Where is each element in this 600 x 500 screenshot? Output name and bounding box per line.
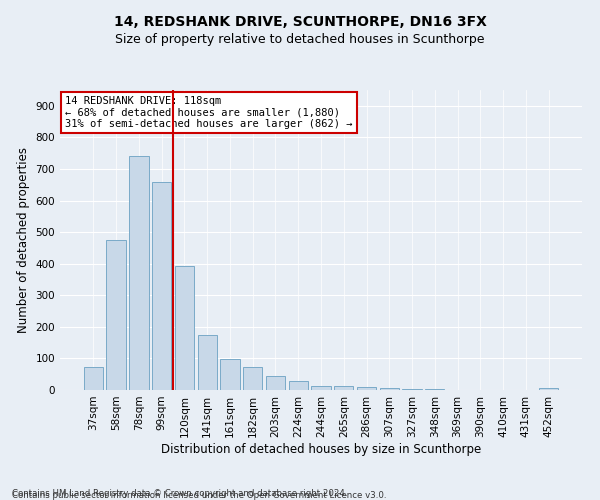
Text: Distribution of detached houses by size in Scunthorpe: Distribution of detached houses by size … bbox=[161, 442, 481, 456]
Bar bbox=[539, 388, 558, 390]
Text: 14 REDSHANK DRIVE: 118sqm
← 68% of detached houses are smaller (1,880)
31% of se: 14 REDSHANK DRIVE: 118sqm ← 68% of detac… bbox=[65, 96, 353, 129]
Bar bbox=[197, 336, 217, 390]
Text: Size of property relative to detached houses in Scunthorpe: Size of property relative to detached ho… bbox=[115, 32, 485, 46]
Bar bbox=[380, 388, 399, 390]
Bar bbox=[357, 387, 376, 390]
Bar bbox=[334, 386, 353, 390]
Text: Contains public sector information licensed under the Open Government Licence v3: Contains public sector information licen… bbox=[12, 491, 386, 500]
Bar bbox=[311, 386, 331, 390]
Bar bbox=[243, 368, 262, 390]
Bar bbox=[175, 266, 194, 390]
Bar bbox=[266, 376, 285, 390]
Bar bbox=[289, 380, 308, 390]
Y-axis label: Number of detached properties: Number of detached properties bbox=[17, 147, 30, 333]
Bar bbox=[129, 156, 149, 390]
Bar bbox=[220, 360, 239, 390]
Text: Contains HM Land Registry data © Crown copyright and database right 2024.: Contains HM Land Registry data © Crown c… bbox=[12, 488, 347, 498]
Bar bbox=[403, 389, 422, 390]
Bar bbox=[152, 182, 172, 390]
Bar bbox=[84, 368, 103, 390]
Bar bbox=[106, 240, 126, 390]
Text: 14, REDSHANK DRIVE, SCUNTHORPE, DN16 3FX: 14, REDSHANK DRIVE, SCUNTHORPE, DN16 3FX bbox=[113, 15, 487, 29]
